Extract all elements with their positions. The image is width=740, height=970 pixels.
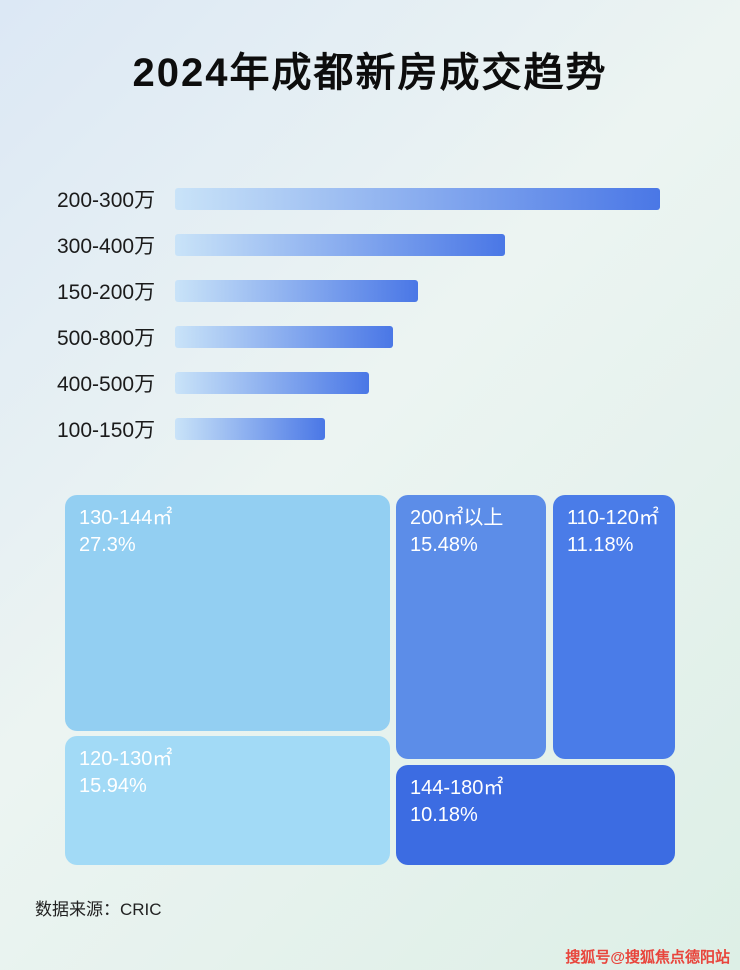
treemap-block-label: 144-180㎡ xyxy=(410,777,504,799)
bar-category-label: 300-400万 xyxy=(57,235,156,258)
bar-track xyxy=(175,372,660,394)
bar-category-label: 150-200万 xyxy=(57,281,156,304)
bar-track xyxy=(175,234,660,256)
treemap-block-value: 11.18% xyxy=(567,534,634,556)
bar-category-label: 400-500万 xyxy=(57,373,156,396)
bar-track xyxy=(175,418,660,440)
bar xyxy=(175,280,418,302)
treemap-block-label: 110-120㎡ xyxy=(567,507,659,529)
treemap-block-label: 200㎡以上 xyxy=(410,507,504,529)
treemap-block-110-120: 110-120㎡ 11.18% xyxy=(553,495,675,759)
bar-category-label: 200-300万 xyxy=(57,189,156,212)
bar-track xyxy=(175,326,660,348)
treemap-block-130-144: 130-144㎡ 27.3% xyxy=(65,495,390,731)
treemap-block-label: 120-130㎡ xyxy=(79,748,173,770)
bar-row: 100-150万 xyxy=(57,406,667,452)
bar-row: 200-300万 xyxy=(57,176,667,222)
bar xyxy=(175,188,660,210)
page-title: 2024年成都新房成交趋势 xyxy=(132,51,608,95)
treemap-block-120-130: 120-130㎡ 15.94% xyxy=(65,736,390,865)
bar-row: 300-400万 xyxy=(57,222,667,268)
bar-track xyxy=(175,188,660,210)
treemap-block-200-plus: 200㎡以上 15.48% xyxy=(396,495,546,759)
treemap-block-value: 15.48% xyxy=(410,534,478,556)
treemap-block-value: 15.94% xyxy=(79,775,147,797)
treemap-block-value: 10.18% xyxy=(410,804,478,826)
treemap-block-144-180: 144-180㎡ 10.18% xyxy=(396,765,675,865)
bar-row: 150-200万 xyxy=(57,268,667,314)
treemap-block-value: 27.3% xyxy=(79,534,136,556)
bar-track xyxy=(175,280,660,302)
bar-row: 500-800万 xyxy=(57,314,667,360)
treemap-block-label: 130-144㎡ xyxy=(79,507,173,529)
area-share-treemap: 130-144㎡ 27.3% 120-130㎡ 15.94% 200㎡以上 15… xyxy=(65,495,675,865)
watermark: 搜狐号@搜狐焦点德阳站 xyxy=(565,949,730,966)
bar-row: 400-500万 xyxy=(57,360,667,406)
bar xyxy=(175,326,394,348)
bar xyxy=(175,372,369,394)
price-range-bar-chart: 200-300万 300-400万 150-200万 500-800万 400-500万… xyxy=(57,176,667,452)
bar-category-label: 500-800万 xyxy=(57,327,156,350)
bar xyxy=(175,234,505,256)
bar xyxy=(175,418,326,440)
data-source-note: 数据来源：CRIC xyxy=(35,900,162,919)
bar-category-label: 100-150万 xyxy=(57,419,156,442)
